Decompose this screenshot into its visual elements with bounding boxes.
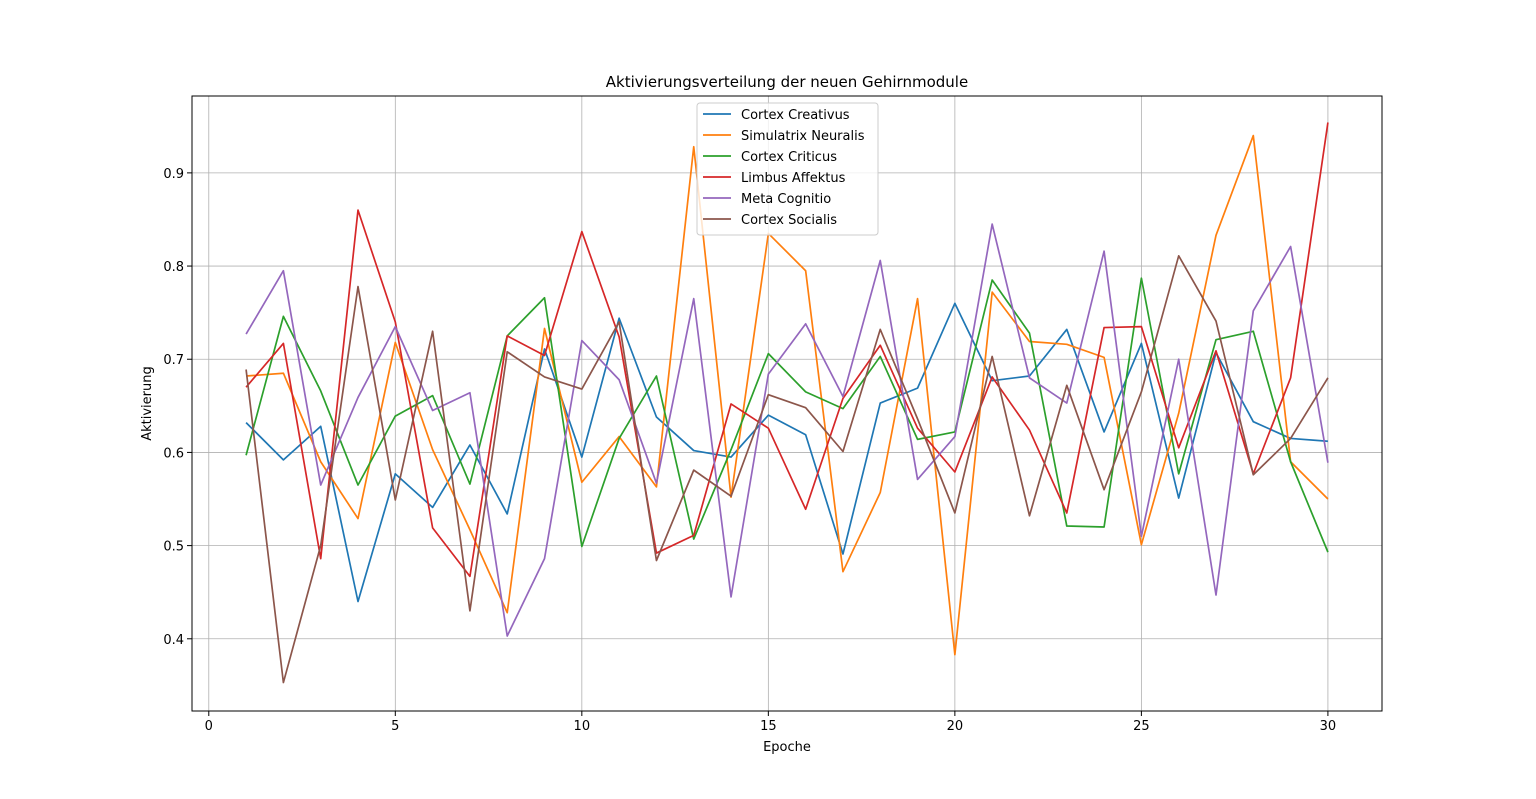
x-tick-label: 15 — [760, 719, 777, 734]
series-line-simulatrix-neuralis — [246, 134, 1329, 656]
axis-ticks: 0 5 10 15 20 25 30 0.4 0.5 0.6 0.7 0.8 0.9 — [163, 167, 1336, 734]
legend-label: Cortex Creativus — [741, 108, 850, 123]
legend-box — [696, 102, 879, 236]
y-tick-label: 0.9 — [163, 167, 184, 182]
x-tick-label: 30 — [1320, 719, 1337, 734]
grid — [192, 96, 1382, 711]
y-tick-label: 0.5 — [163, 540, 184, 555]
legend-label: Meta Cognitio — [741, 192, 831, 207]
y-tick-label: 0.4 — [163, 633, 184, 648]
legend-label: Simulatrix Neuralis — [741, 129, 865, 144]
y-tick-label: 0.8 — [163, 260, 184, 275]
legend-label: Cortex Criticus — [741, 150, 837, 165]
series-line-limbus-affektus — [245, 122, 1329, 578]
series-line-meta-cognitio — [245, 223, 1329, 637]
x-tick-label: 25 — [1133, 719, 1150, 734]
chart-title: Aktivierungsverteilung der neuen Gehirnm… — [606, 73, 968, 91]
x-tick-label: 5 — [391, 719, 399, 734]
x-tick-label: 20 — [947, 719, 964, 734]
y-axis-title: Aktivierung — [140, 366, 155, 441]
y-tick-label: 0.6 — [163, 446, 184, 461]
legend-label: Cortex Socialis — [741, 213, 837, 228]
series-line-cortex-socialis — [245, 254, 1329, 684]
series-lines — [245, 122, 1329, 684]
legend-label: Limbus Affektus — [741, 171, 846, 186]
x-axis-title: Epoche — [763, 740, 811, 755]
series-line-cortex-criticus — [245, 277, 1329, 553]
x-tick-label: 0 — [205, 719, 213, 734]
y-tick-label: 0.7 — [163, 353, 184, 368]
plot-frame — [191, 95, 1383, 712]
x-tick-label: 10 — [574, 719, 591, 734]
legend: Cortex Creativus Simulatrix Neuralis Corte… — [696, 102, 879, 236]
